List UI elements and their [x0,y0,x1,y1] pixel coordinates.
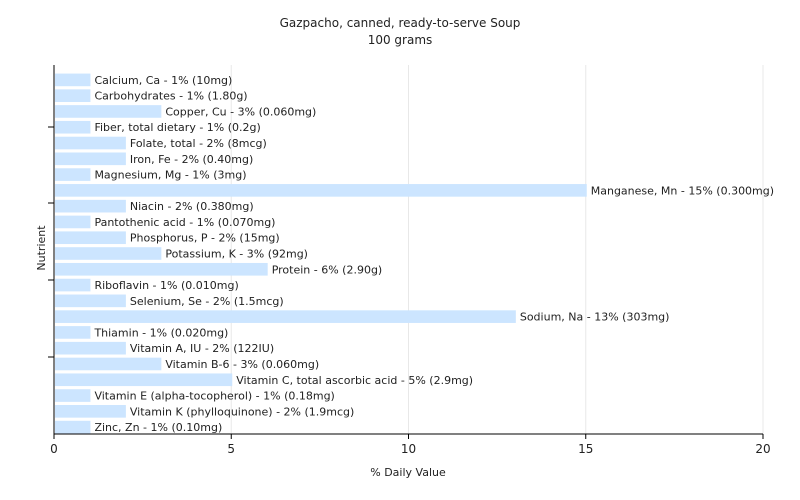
bar-14 [55,294,126,308]
bar-9 [55,215,91,229]
x-tick-label-1: 5 [227,442,235,456]
x-tick-label-4: 20 [755,442,770,456]
bar-19 [55,373,233,387]
bar-label-5: Iron, Fe - 2% (0.40mg) [130,153,253,166]
bar-label-15: Sodium, Na - 13% (303mg) [520,311,670,324]
bar-label-13: Riboflavin - 1% (0.010mg) [94,279,238,292]
bar-label-14: Selenium, Se - 2% (1.5mcg) [130,295,284,308]
x-axis-label: % Daily Value [370,466,446,479]
bar-label-4: Folate, total - 2% (8mcg) [130,137,267,150]
bar-label-10: Phosphorus, P - 2% (15mg) [130,232,280,245]
bar-label-21: Vitamin K (phylloquinone) - 2% (1.9mcg) [130,405,354,418]
bar-label-1: Carbohydrates - 1% (1.80g) [94,90,247,103]
x-axis-ticks: 0 5 10 15 20 [50,434,771,456]
bar-20 [55,389,91,402]
bar-17 [55,341,126,355]
bar-16 [55,326,91,339]
bar-8 [55,199,126,213]
bar-21 [55,405,126,418]
bar-label-22: Zinc, Zn - 1% (0.10mg) [94,421,222,434]
bars: Calcium, Ca - 1% (10mg) Carbohydrates - 1… [55,73,774,434]
bar-3 [55,120,91,134]
bar-10 [55,231,126,245]
bar-label-2: Copper, Cu - 3% (0.060mg) [165,105,316,118]
bar-label-8: Niacin - 2% (0.380mg) [130,200,254,213]
bar-12 [55,262,268,276]
bar-label-7: Manganese, Mn - 15% (0.300mg) [591,184,774,197]
bar-7 [55,184,587,197]
bar-label-12: Protein - 6% (2.90g) [272,263,383,276]
bar-2 [55,105,162,118]
x-tick-label-0: 0 [50,442,58,456]
chart-title: Gazpacho, canned, ready-to-serve Soup [280,16,521,30]
bar-22 [55,420,91,434]
bar-18 [55,357,162,371]
x-tick-label-3: 15 [578,442,593,456]
bar-11 [55,247,162,260]
bar-13 [55,278,91,292]
x-tick-label-2: 10 [401,442,416,456]
bar-label-17: Vitamin A, IU - 2% (122IU) [130,342,274,355]
grid-lines [230,65,764,434]
bar-label-9: Pantothenic acid - 1% (0.070mg) [94,216,275,229]
bar-15 [55,310,516,323]
bar-label-3: Fiber, total dietary - 1% (0.2g) [94,121,260,134]
chart-subtitle: 100 grams [368,33,433,47]
bar-label-11: Potassium, K - 3% (92mg) [165,248,308,261]
y-axis-label: Nutrient [35,225,48,271]
bar-1 [55,89,91,102]
bar-label-18: Vitamin B-6 - 3% (0.060mg) [165,358,319,371]
bar-label-6: Magnesium, Mg - 1% (3mg) [94,169,246,182]
bar-label-0: Calcium, Ca - 1% (10mg) [94,74,232,87]
bar-label-20: Vitamin E (alpha-tocopherol) - 1% (0.18m… [94,390,334,403]
bar-label-19: Vitamin C, total ascorbic acid - 5% (2.9… [236,374,473,387]
bar-5 [55,152,126,166]
bar-4 [55,136,126,150]
bar-6 [55,168,91,181]
bar-0 [55,73,91,87]
bar-label-16: Thiamin - 1% (0.020mg) [93,326,228,339]
